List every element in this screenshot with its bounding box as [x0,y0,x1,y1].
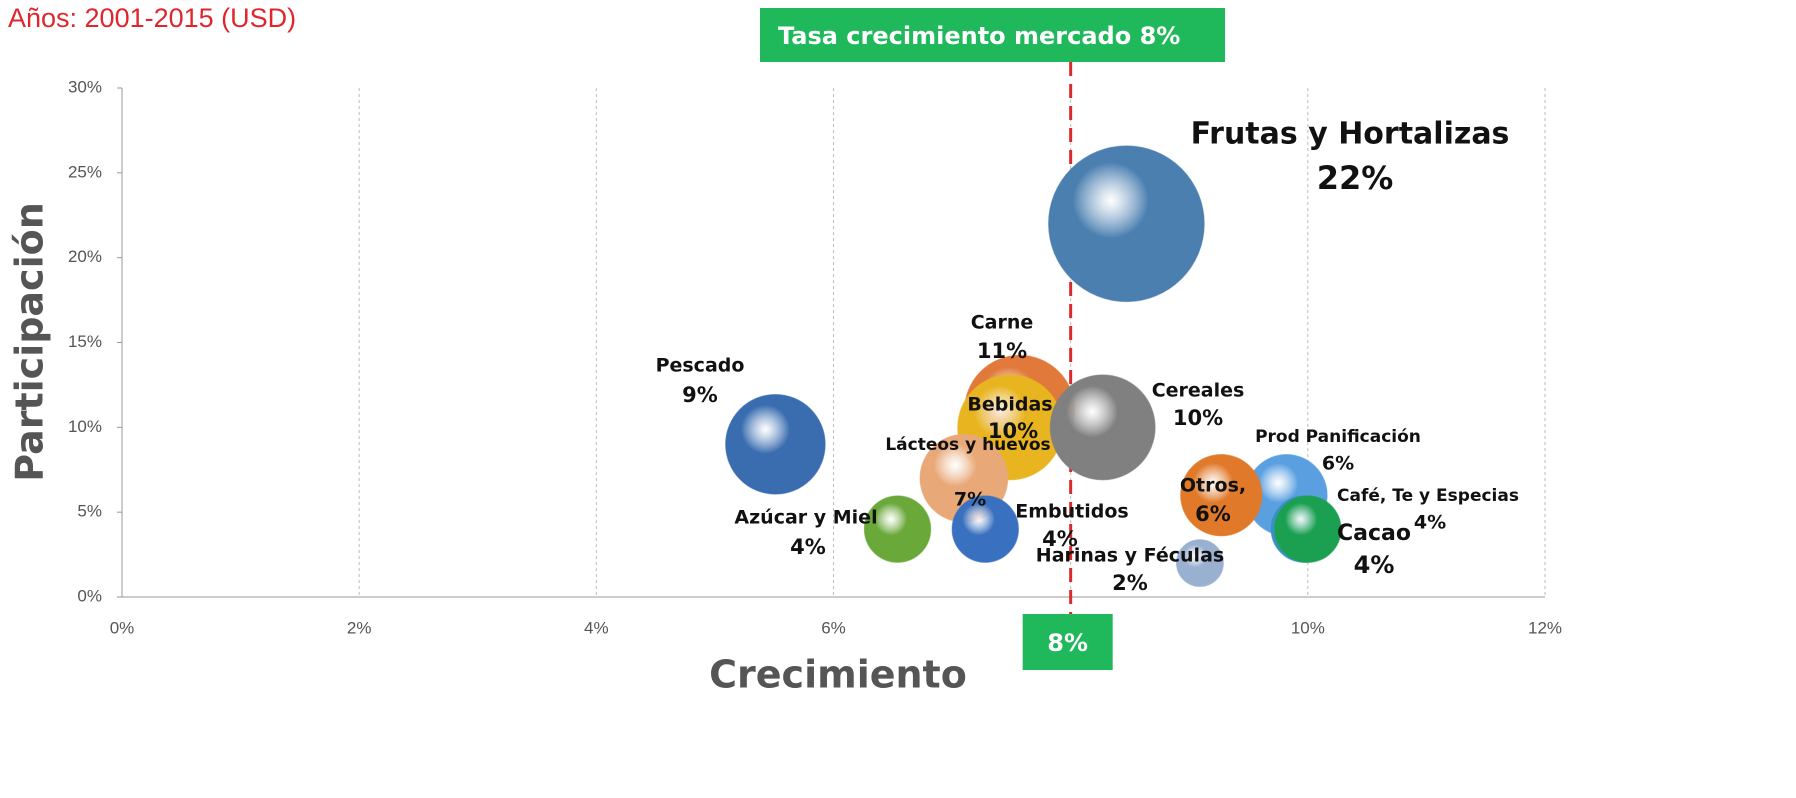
bubble [1275,496,1341,562]
bubble-name: Embutidos [1015,501,1128,523]
bubble-name: Bebidas [967,394,1052,416]
bubble-name: Carne [971,312,1034,334]
y-tick-label: 5% [77,502,102,521]
bubble-name: Otros, [1180,475,1246,497]
bubble-name: Frutas y Hortalizas [1191,117,1510,152]
x-tick-label: 0% [110,618,135,637]
y-axis-title: Participación [8,202,52,482]
reference-label: Tasa crecimiento mercado 8% [778,22,1180,50]
x-tick-label: 6% [821,618,846,637]
bubble [1050,375,1155,480]
bubble-value-label: 6% [1195,502,1231,526]
bubble [726,395,826,495]
bubble-value-label: 10% [1173,406,1223,430]
y-tick-label: 25% [68,162,102,181]
y-tick-label: 20% [68,247,102,266]
bubble-name: Café, Te y Especias [1337,486,1519,506]
bubble-value-label: 2% [1112,571,1148,595]
bubble-name: Lácteos y huevos [885,435,1050,455]
bubble-value-label: 22% [1317,159,1394,197]
chart: Años: 2001-2015 (USD) Crecimiento Partic… [0,0,1796,798]
bubble-name: Prod Panificación [1255,427,1421,447]
x-tick-label: 10% [1291,618,1325,637]
y-tick-label: 0% [77,586,102,605]
bubble-value-label: 9% [682,383,718,407]
bubble-value-label: 4% [1354,551,1395,579]
subtitle: Años: 2001-2015 (USD) [8,3,296,33]
bubble-value-label: 11% [977,339,1027,363]
bubble-name: Harinas y Féculas [1036,545,1224,567]
bubble-value-label: 7% [954,489,986,511]
x-axis-title: Crecimiento [709,653,967,697]
bubble [1049,146,1205,302]
reference-value: 8% [1047,629,1088,657]
x-tick-label: 4% [584,618,609,637]
y-tick-label: 10% [68,417,102,436]
bubble-name: Pescado [656,355,745,377]
x-tick-label: 2% [347,618,372,637]
bubble-value-label: 4% [790,535,826,559]
bubble-name: Cacao [1337,521,1411,546]
y-tick-label: 15% [68,332,102,351]
bubble-value-label: 6% [1322,453,1354,475]
bubble-value-label: 4% [1414,512,1446,534]
x-tick-label: 12% [1528,618,1562,637]
bubble-name: Cereales [1152,380,1245,402]
y-tick-label: 30% [68,77,102,96]
bubble-name: Azúcar y Miel [734,507,877,529]
